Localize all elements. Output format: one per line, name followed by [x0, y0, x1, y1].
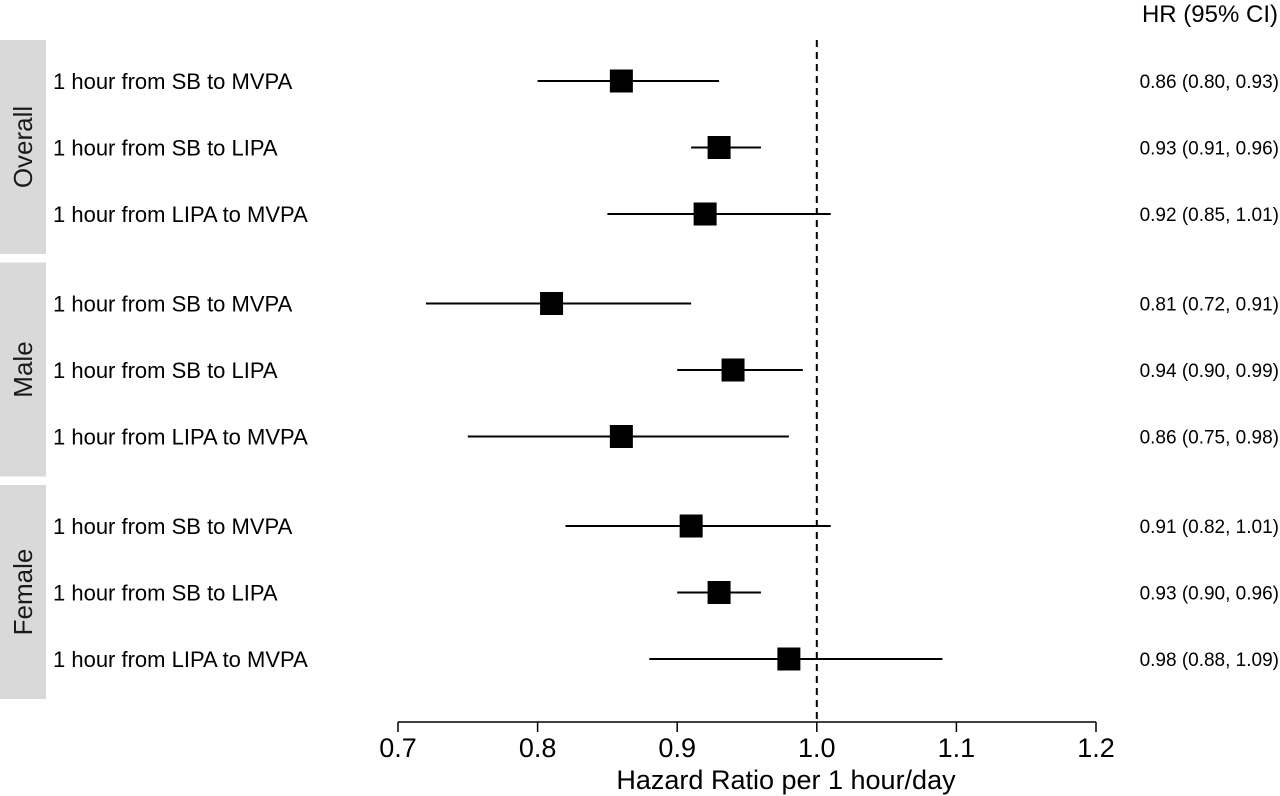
hr-point-marker — [679, 514, 703, 538]
row-label: 1 hour from SB to MVPA — [53, 514, 293, 539]
ci-text: 0.98 (0.88, 1.09) — [1140, 650, 1279, 671]
ci-text: 0.93 (0.90, 0.96) — [1140, 584, 1279, 605]
group-strip-male — [0, 262, 46, 477]
ci-text: 0.94 (0.90, 0.99) — [1140, 361, 1279, 382]
ci-text: 0.86 (0.75, 0.98) — [1140, 428, 1279, 449]
hr-point-marker — [721, 358, 745, 382]
hr-point-marker — [707, 136, 731, 159]
hr-point-marker — [609, 69, 633, 93]
ci-text: 0.91 (0.82, 1.01) — [1140, 517, 1279, 538]
x-axis: 0.7 0.8 0.9 1.0 1.1 1.2 — [379, 721, 1115, 763]
hr-point-marker — [777, 647, 801, 671]
hr-point-marker — [540, 292, 564, 315]
x-tick-label: 0.8 — [519, 733, 557, 763]
group-strips: Overall Male Female — [0, 40, 46, 699]
hr-point-marker — [693, 202, 717, 226]
row-label: 1 hour from LIPA to MVPA — [53, 202, 308, 227]
hr-point-marker — [609, 425, 633, 448]
row-label: 1 hour from SB to MVPA — [53, 69, 293, 94]
row-label: 1 hour from SB to LIPA — [53, 358, 278, 383]
row-label: 1 hour from LIPA to MVPA — [53, 647, 308, 672]
row-label: 1 hour from SB to MVPA — [53, 292, 293, 317]
ci-text: 0.81 (0.72, 0.91) — [1140, 295, 1279, 316]
row-label: 1 hour from LIPA to MVPA — [53, 425, 308, 450]
group-strip-overall — [0, 40, 46, 254]
column-header: HR (95% CI) — [1142, 1, 1278, 28]
estimate-marks — [425, 69, 943, 671]
row-labels: 1 hour from SB to MVPA 1 hour from SB to … — [53, 69, 308, 672]
group-strip-label: Female — [8, 549, 38, 636]
x-axis-title: Hazard Ratio per 1 hour/day — [616, 765, 956, 795]
group-strip-label: Male — [8, 341, 38, 397]
ci-text: 0.92 (0.85, 1.01) — [1140, 205, 1279, 226]
x-tick-label: 1.1 — [938, 733, 976, 763]
row-label: 1 hour from SB to LIPA — [53, 136, 278, 161]
ci-text-column: 0.86 (0.80, 0.93) 0.93 (0.91, 0.96) 0.92 (… — [1140, 72, 1279, 671]
hr-point-marker — [707, 581, 731, 604]
x-tick-label: 0.7 — [379, 733, 417, 763]
group-strip-label: Overall — [8, 106, 38, 188]
row-label: 1 hour from SB to LIPA — [53, 581, 278, 606]
ci-text: 0.93 (0.91, 0.96) — [1140, 139, 1279, 160]
ci-text: 0.86 (0.80, 0.93) — [1140, 72, 1279, 93]
x-tick-label: 0.9 — [658, 733, 696, 763]
x-tick-label: 1.2 — [1077, 733, 1115, 763]
x-tick-label: 1.0 — [798, 733, 836, 763]
group-strip-female — [0, 485, 46, 699]
